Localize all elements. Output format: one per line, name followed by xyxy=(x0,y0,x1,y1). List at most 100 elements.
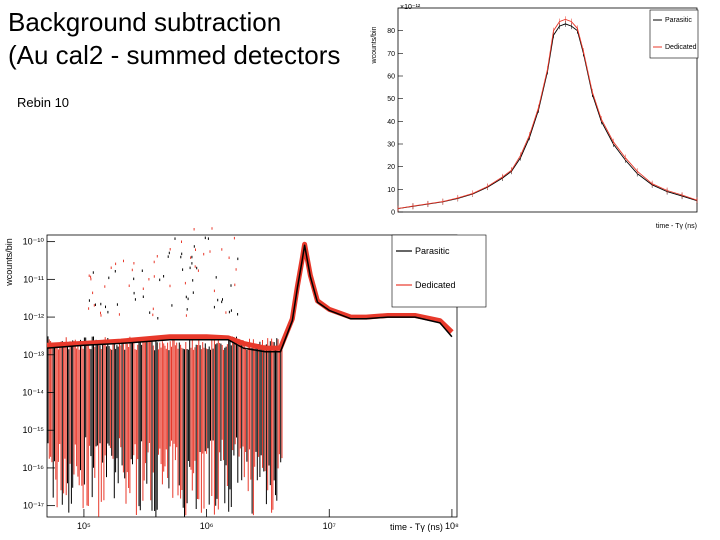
main-outlier xyxy=(107,310,109,314)
main-x-tick-label: 10⁷ xyxy=(323,521,336,531)
main-outlier xyxy=(181,240,182,243)
main-outlier xyxy=(192,291,194,294)
main-outlier xyxy=(108,276,110,280)
inset-y-tick-label: 50 xyxy=(387,96,395,103)
inset-y-label: wcounts/bin xyxy=(371,26,378,64)
main-outlier xyxy=(156,255,158,258)
rebin-note: Rebin 10 xyxy=(17,95,70,110)
main-outlier xyxy=(211,227,213,230)
main-outlier xyxy=(225,311,227,314)
main-outlier xyxy=(195,248,196,251)
inset-legend-dedicated-label: Dedicated xyxy=(665,44,697,51)
main-outlier xyxy=(215,276,217,279)
main-outlier xyxy=(189,266,191,270)
main-outlier xyxy=(207,237,209,240)
main-outlier xyxy=(142,295,144,298)
main-outlier xyxy=(185,314,187,317)
main-outlier xyxy=(184,281,186,285)
main-outlier xyxy=(190,256,192,259)
main-outlier xyxy=(157,317,159,320)
main-outlier xyxy=(94,303,96,306)
main-outlier xyxy=(159,278,161,282)
main-outlier xyxy=(204,236,206,240)
main-outlier xyxy=(131,268,133,272)
main-y-tick-label: 10⁻¹⁶ xyxy=(23,463,45,473)
main-outlier xyxy=(152,313,154,317)
inset-legend-parasitic-label: Parasitic xyxy=(665,17,692,24)
inset-y-tick-label: 80 xyxy=(387,28,395,35)
main-outlier xyxy=(174,237,176,240)
main-outlier xyxy=(186,308,188,311)
main-outlier xyxy=(134,298,136,301)
main-outlier xyxy=(153,260,155,264)
main-outlier xyxy=(152,307,154,311)
main-outlier xyxy=(217,298,219,302)
main-outlier xyxy=(133,277,135,281)
main-outlier xyxy=(228,310,230,314)
main-outlier xyxy=(90,277,92,281)
inset-series-dedicated xyxy=(397,18,698,210)
main-outlier xyxy=(221,248,223,251)
main-y-tick-label: 10⁻¹² xyxy=(23,312,44,322)
inset-y-tick-label: 10 xyxy=(387,187,395,194)
main-outlier xyxy=(149,311,151,314)
main-outlier xyxy=(180,255,182,259)
main-outlier xyxy=(133,291,135,295)
inset-y-tick-label: 40 xyxy=(387,119,395,126)
main-x-tick-label: 10⁵ xyxy=(77,521,91,531)
inset-chart: ×10⁻¹² wcounts/bin 0 10 20 30 40 50 60 70 80 Par… xyxy=(371,4,699,230)
main-series-parasitic xyxy=(46,244,453,353)
main-outlier xyxy=(148,278,150,281)
main-outlier xyxy=(234,283,236,287)
main-outlier xyxy=(193,245,195,248)
inset-y-tick-label: 70 xyxy=(387,51,395,58)
main-outlier xyxy=(169,284,171,288)
main-legend-dedicated-label: Dedicated xyxy=(415,280,456,290)
main-y-tick-label: 10⁻¹⁴ xyxy=(22,388,44,398)
inset-plot-frame xyxy=(397,7,698,213)
main-outlier xyxy=(100,302,102,306)
main-y-tick-label: 10⁻¹⁷ xyxy=(23,501,44,511)
main-outlier xyxy=(221,300,223,304)
main-outlier xyxy=(115,262,117,266)
main-outlier xyxy=(88,299,90,302)
main-y-tick-label: 10⁻¹⁰ xyxy=(23,237,45,247)
main-outlier xyxy=(185,295,187,299)
main-outlier xyxy=(105,305,106,309)
main-outlier xyxy=(182,268,184,271)
main-outlier xyxy=(237,313,239,316)
main-legend-box xyxy=(391,234,487,308)
main-outlier xyxy=(230,284,232,287)
main-x-tick-label: 10⁶ xyxy=(200,521,214,531)
main-outlier xyxy=(133,262,135,265)
main-outlier xyxy=(90,275,92,279)
main-outlier xyxy=(93,304,95,307)
main-legend-parasitic-label: Parasitic xyxy=(415,246,450,256)
inset-series-parasitic xyxy=(397,23,698,210)
main-y-tick-label: 10⁻¹⁵ xyxy=(23,425,45,435)
main-x-tick-label: 10⁸ xyxy=(445,521,459,531)
inset-y-tick-label: 0 xyxy=(391,210,395,217)
main-outlier xyxy=(153,275,155,278)
main-outlier xyxy=(233,236,235,240)
main-outlier xyxy=(235,268,237,271)
main-outlier xyxy=(100,314,102,317)
main-outlier xyxy=(196,266,198,270)
main-outlier xyxy=(114,270,116,273)
main-outlier xyxy=(141,269,143,272)
main-outlier xyxy=(171,304,173,307)
main-outlier xyxy=(213,289,215,293)
main-outlier xyxy=(169,248,171,251)
main-outlier xyxy=(128,284,130,287)
slide-title: Background subtraction (Au cal2 - summed… xyxy=(8,6,340,72)
main-y-label: wcounts/bin xyxy=(4,238,14,287)
main-outlier xyxy=(213,305,215,309)
main-outlier xyxy=(191,262,193,265)
inset-y-multiplier: ×10⁻¹² xyxy=(400,4,421,11)
main-outlier xyxy=(100,311,101,315)
main-outlier xyxy=(110,266,112,269)
main-x-label: time - Tγ (ns) xyxy=(390,522,443,532)
main-y-tick-label: 10⁻¹³ xyxy=(23,350,44,360)
inset-y-tick-label: 20 xyxy=(387,164,395,171)
main-outlier xyxy=(192,279,194,282)
